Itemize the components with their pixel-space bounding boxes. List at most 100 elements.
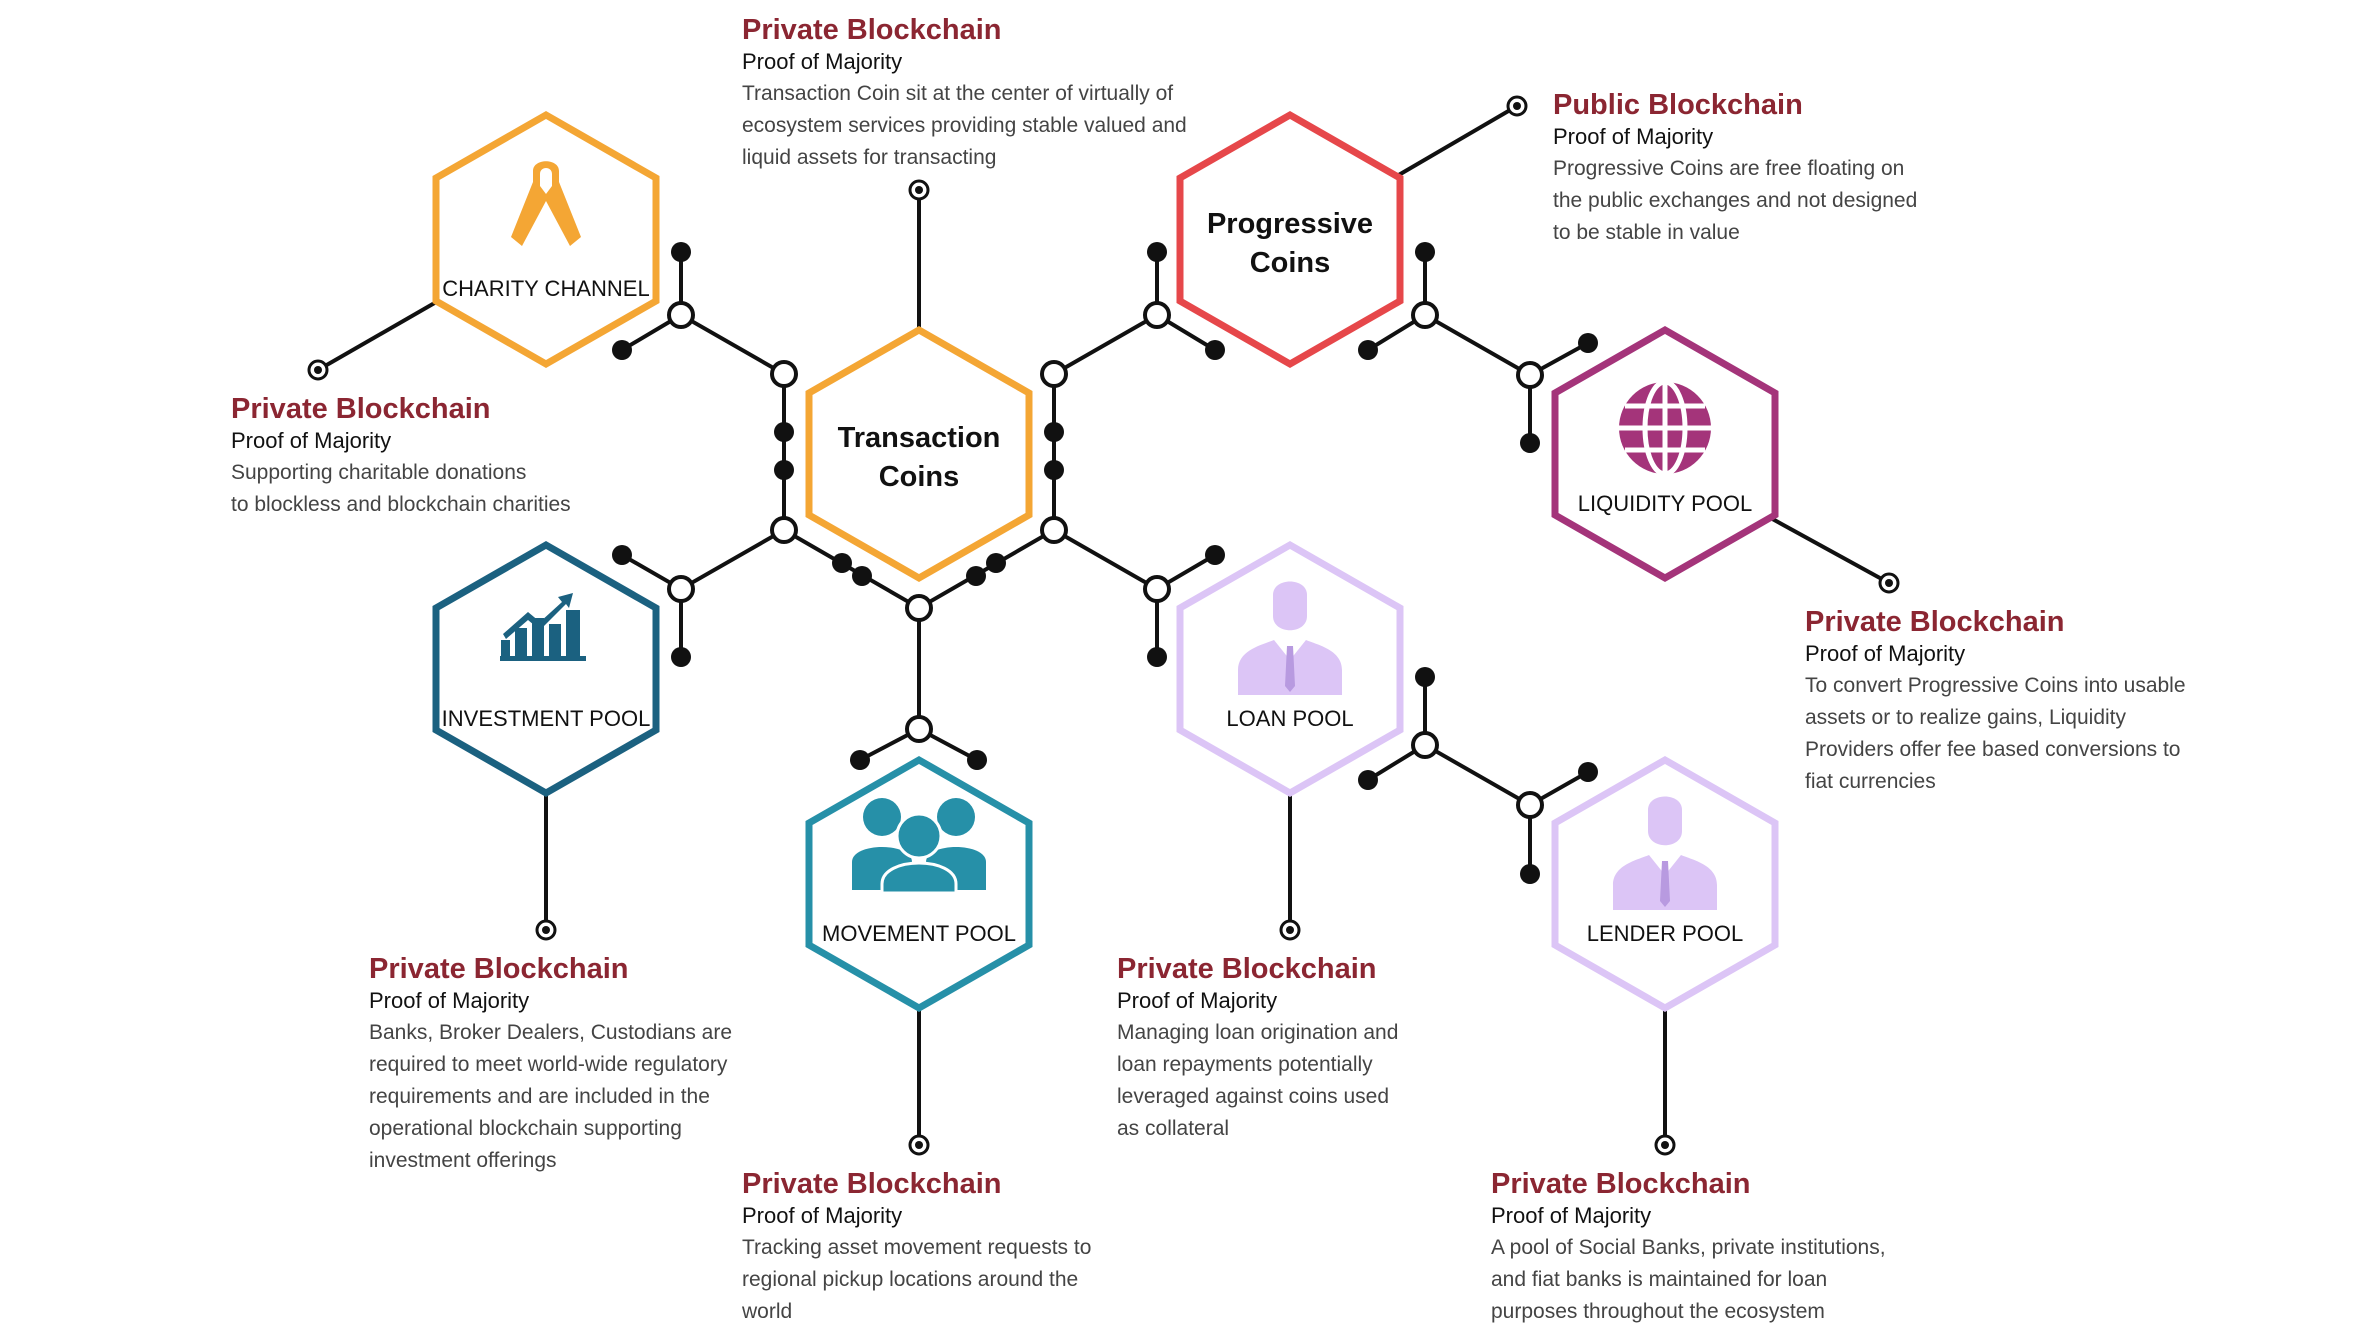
callout-description-line: regional pickup locations around the (742, 1268, 1078, 1291)
callout-investment: Private Blockchain Proof of Majority Banks… (369, 953, 732, 1172)
hexagon-title-line1: Transaction (838, 422, 1001, 454)
junction-node (667, 575, 695, 603)
callout-subtitle: Proof of Majority (369, 988, 529, 1013)
leader-end-lender (1654, 1134, 1676, 1156)
callout-description-line: Supporting charitable donations (231, 461, 526, 484)
callout-description-line: purposes throughout the ecosystem (1491, 1300, 1825, 1323)
leader-progressive (1395, 104, 1519, 178)
terminal-dot (1415, 242, 1435, 262)
hexagon-progressive-coins: Progressive Coins (1176, 110, 1404, 369)
callout-description-line: as collateral (1117, 1117, 1229, 1140)
junction-node (1516, 791, 1544, 819)
terminal-dot (671, 647, 691, 667)
terminal-dot (1147, 242, 1167, 262)
junction-node (1040, 516, 1068, 544)
people-group-icon (852, 798, 986, 895)
callout-description-line: Transaction Coin sit at the center of vi… (742, 82, 1173, 105)
terminal-dot (774, 460, 794, 480)
leader-end-loan (1279, 919, 1301, 941)
awareness-ribbon-icon (511, 161, 581, 246)
terminal-dot (671, 242, 691, 262)
leader-end-movement (908, 1134, 930, 1156)
hexagon-liquidity-pool: LIQUIDITY POOL (1551, 325, 1779, 583)
hexagon-title-line2: Coins (1250, 247, 1331, 279)
junction-node (1040, 360, 1068, 388)
terminal-dot (1358, 340, 1378, 360)
businessman-icon (1613, 796, 1717, 910)
callout-description-line: operational blockchain supporting (369, 1117, 682, 1140)
terminal-dot (774, 422, 794, 442)
callout-title: Private Blockchain (1117, 953, 1377, 985)
callout-movement: Private Blockchain Proof of Majority Track… (741, 1168, 1091, 1323)
callout-description-line: and fiat banks is maintained for loan (1491, 1268, 1827, 1291)
callout-subtitle: Proof of Majority (1491, 1203, 1651, 1228)
leader-endpoints (307, 95, 1900, 1156)
callout-description-line: Progressive Coins are free floating on (1553, 157, 1904, 180)
callout-subtitle: Proof of Majority (231, 428, 391, 453)
junction-node (905, 715, 933, 743)
terminal-dot (1044, 460, 1064, 480)
leader-end-transaction (908, 179, 930, 201)
hexagon-label: CHARITY CHANNEL (442, 276, 649, 301)
callout-description-line: investment offerings (369, 1149, 557, 1172)
hexagon-label: INVESTMENT POOL (442, 706, 651, 731)
callout-subtitle: Proof of Majority (742, 1203, 902, 1228)
callout-title: Private Blockchain (742, 1168, 1002, 1200)
callout-description-line: fiat currencies (1805, 770, 1936, 793)
callout-subtitle: Proof of Majority (1805, 641, 1965, 666)
terminal-dot (1578, 333, 1598, 353)
callout-description-line: world (741, 1300, 792, 1323)
terminal-dot (1520, 433, 1540, 453)
terminal-dot (612, 340, 632, 360)
bar-chart-growth-icon (500, 593, 586, 661)
junction-node (1143, 301, 1171, 329)
hexagon-charity-channel: CHARITY CHANNEL (432, 110, 660, 369)
callout-description-line: loan repayments potentially (1117, 1053, 1373, 1076)
leader-charity (317, 299, 439, 372)
terminal-dots (612, 242, 1598, 884)
junction-node (770, 516, 798, 544)
callout-description-line: Providers offer fee based conversions to (1805, 738, 2181, 761)
leader-end-charity (307, 359, 329, 381)
terminal-dot (612, 545, 632, 565)
junction-node (770, 360, 798, 388)
junction-node (1411, 731, 1439, 759)
globe-icon (1619, 379, 1711, 477)
callout-description-line: A pool of Social Banks, private institut… (1491, 1236, 1886, 1259)
callout-subtitle: Proof of Majority (1117, 988, 1277, 1013)
callout-lender: Private Blockchain Proof of Majority A poo… (1491, 1168, 1886, 1323)
leader-end-liquidity (1878, 572, 1900, 594)
callout-transaction: Private Blockchain Proof of Majority Trans… (742, 14, 1187, 169)
hexagon-lender-pool: LENDER POOL (1551, 755, 1779, 1013)
callout-liquidity: Private Blockchain Proof of Majority To co… (1805, 606, 2186, 793)
terminal-dot (1578, 762, 1598, 782)
callout-description-line: ecosystem services providing stable valu… (742, 114, 1187, 137)
hexagon-title-line1: Progressive (1207, 208, 1373, 240)
callout-title: Private Blockchain (1491, 1168, 1751, 1200)
businessman-icon (1238, 581, 1342, 695)
terminal-dot (967, 750, 987, 770)
callout-description-line: Managing loan origination and (1117, 1021, 1398, 1044)
callout-title: Private Blockchain (742, 14, 1002, 46)
terminal-dot (850, 750, 870, 770)
callout-title: Private Blockchain (1805, 606, 2065, 638)
callout-description-line: Tracking asset movement requests to (742, 1236, 1091, 1259)
callout-description-line: liquid assets for transacting (742, 146, 996, 169)
hexagon-title-line2: Coins (879, 461, 960, 493)
terminal-dot (1205, 545, 1225, 565)
terminal-dot (986, 553, 1006, 573)
hexagon-transaction-coins: Transaction Coins (805, 325, 1033, 583)
junction-node (1143, 575, 1171, 603)
junction-nodes (667, 301, 1544, 819)
callout-description-line: To convert Progressive Coins into usable (1805, 674, 2186, 697)
terminal-dot (832, 553, 852, 573)
callout-subtitle: Proof of Majority (742, 49, 902, 74)
callout-description-line: the public exchanges and not designed (1553, 189, 1917, 212)
junction-node (905, 594, 933, 622)
leader-liquidity (1766, 514, 1890, 585)
callout-title: Private Blockchain (369, 953, 629, 985)
junction-node (667, 301, 695, 329)
terminal-dot (1147, 647, 1167, 667)
callout-title: Public Blockchain (1553, 89, 1803, 121)
